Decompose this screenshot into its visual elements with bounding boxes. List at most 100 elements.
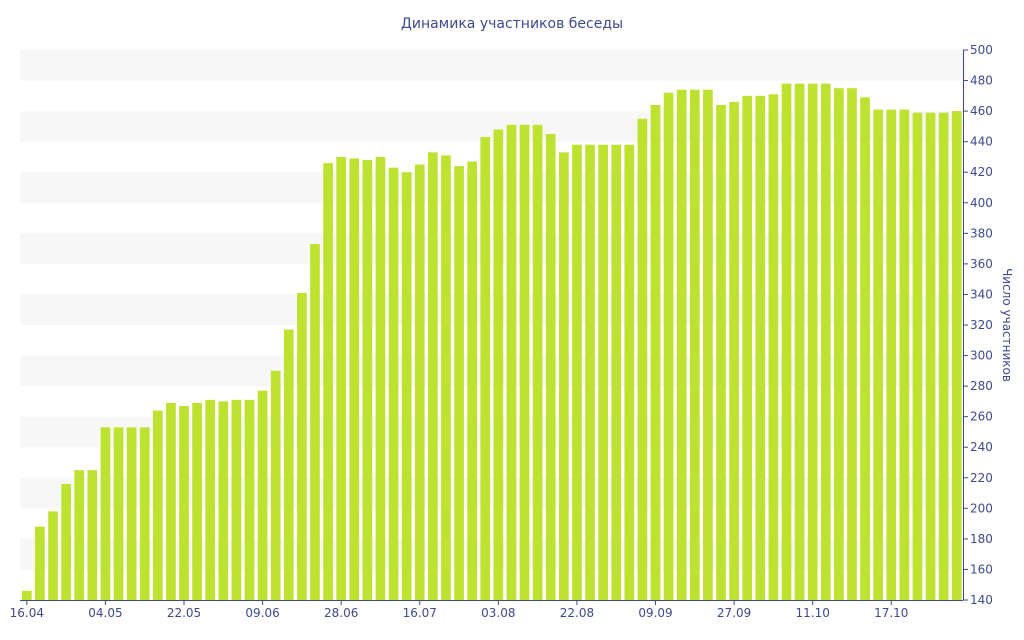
bar	[401, 172, 412, 600]
y-tick-label: 200	[970, 501, 993, 515]
bar	[441, 155, 451, 601]
y-tick-label: 240	[970, 440, 993, 454]
x-tick-label: 16.07	[403, 606, 437, 620]
bar	[650, 105, 661, 600]
bar	[572, 144, 582, 600]
bar	[283, 329, 294, 600]
bar	[951, 111, 962, 601]
bar	[781, 83, 792, 601]
bar	[257, 390, 268, 600]
bar	[205, 399, 216, 600]
y-tick-label: 300	[970, 349, 993, 363]
y-tick-label: 160	[970, 562, 993, 576]
y-tick-label: 340	[970, 287, 993, 301]
grid-band	[20, 233, 963, 264]
bar	[729, 101, 739, 600]
bar	[61, 483, 71, 600]
grid-band	[20, 416, 963, 448]
grid-band	[20, 294, 963, 325]
bar-series	[22, 83, 962, 601]
bar	[873, 109, 884, 600]
bar	[192, 402, 202, 600]
x-tick-label: 03.08	[481, 606, 515, 620]
y-axis-ticks: 140 160 180 200 220 240 260 280 300 320 340 360 380 4…	[963, 43, 993, 607]
x-tick-label: 11.10	[795, 606, 829, 620]
bar	[493, 129, 504, 600]
bar	[506, 124, 517, 601]
bar	[179, 405, 189, 600]
bar	[637, 118, 648, 600]
bar	[139, 427, 150, 600]
x-tick-label: 09.06	[245, 606, 279, 620]
bar	[428, 152, 438, 601]
y-tick-label: 440	[970, 135, 993, 149]
bar	[362, 160, 373, 600]
bar	[336, 156, 347, 600]
y-tick-label: 320	[970, 318, 993, 332]
bar	[545, 134, 556, 600]
y-tick-label: 480	[970, 74, 993, 88]
bar	[270, 370, 281, 600]
bar	[310, 244, 320, 600]
bar	[558, 152, 569, 601]
x-tick-label: 04.05	[88, 606, 122, 620]
bar	[807, 83, 818, 601]
bar	[244, 399, 255, 600]
bar	[860, 97, 870, 601]
y-tick-label: 460	[970, 104, 993, 118]
bar	[899, 109, 910, 600]
grid-band	[20, 172, 963, 203]
bar	[611, 144, 622, 600]
bar	[48, 511, 58, 600]
bar	[480, 137, 491, 600]
x-axis-ticks: 16.04 04.05 22.05 09.06 28.06 16.07 03.08 22.08…	[10, 600, 908, 620]
y-tick-label: 220	[970, 471, 993, 485]
bar	[323, 163, 333, 600]
bar	[519, 124, 530, 601]
bar	[938, 112, 949, 600]
y-tick-label: 280	[970, 379, 993, 393]
y-tick-label: 360	[970, 257, 993, 271]
grid-band	[20, 355, 963, 387]
y-tick-label: 140	[970, 593, 993, 607]
y-tick-label: 500	[970, 43, 993, 57]
y-tick-label: 380	[970, 226, 993, 240]
bar	[414, 164, 425, 600]
bar	[152, 410, 163, 600]
bar	[834, 88, 844, 600]
bar	[231, 399, 242, 600]
bar	[375, 156, 386, 600]
x-tick-label: 22.08	[560, 606, 594, 620]
bar	[624, 144, 635, 600]
x-tick-label: 17.10	[874, 606, 908, 620]
grid-bands	[20, 50, 963, 570]
grid-band	[20, 50, 963, 81]
bar	[755, 95, 766, 600]
x-tick-label: 09.09	[638, 606, 672, 620]
y-tick-label: 400	[970, 196, 993, 210]
bar	[925, 112, 936, 600]
grid-band	[20, 111, 963, 142]
bar	[676, 89, 687, 600]
grid-band	[20, 538, 963, 570]
chart-title: Динамика участников беседы	[401, 16, 623, 32]
bar	[22, 590, 32, 600]
bar	[768, 94, 779, 600]
bar	[74, 470, 85, 600]
grid-band	[20, 477, 963, 509]
bar	[585, 144, 595, 600]
bar	[663, 92, 674, 600]
bar	[297, 292, 307, 600]
y-tick-label: 260	[970, 410, 993, 424]
bar	[794, 83, 805, 601]
x-tick-label: 16.04	[10, 606, 44, 620]
bar	[100, 427, 111, 600]
bar	[35, 526, 45, 600]
y-tick-label: 180	[970, 532, 993, 546]
bar	[886, 109, 897, 600]
bar	[467, 161, 477, 600]
bar	[126, 427, 137, 600]
x-tick-label: 22.05	[167, 606, 201, 620]
bar	[113, 427, 124, 600]
bar	[166, 402, 176, 600]
